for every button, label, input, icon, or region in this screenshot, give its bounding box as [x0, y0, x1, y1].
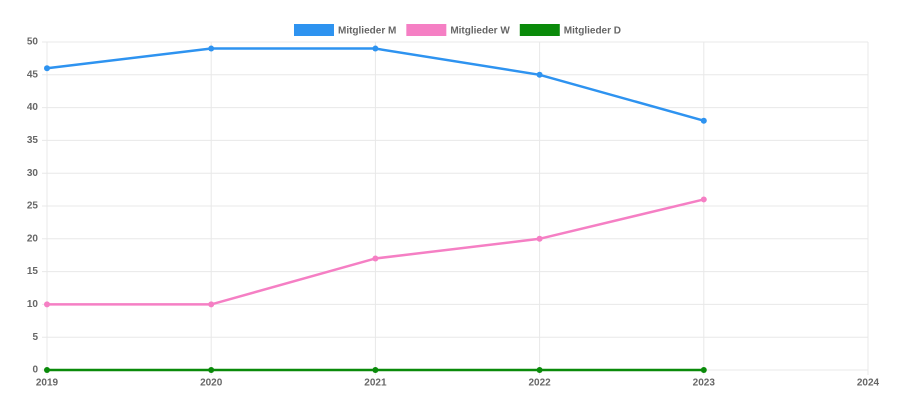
data-point: [372, 367, 379, 373]
data-point: [700, 117, 707, 124]
legend-label[interactable]: Mitglieder W: [450, 26, 510, 37]
data-point: [536, 367, 543, 373]
y-tick-label: 5: [32, 332, 38, 343]
y-tick-label: 0: [32, 365, 38, 376]
legend-label[interactable]: Mitglieder M: [338, 26, 396, 37]
x-tick-label: 2023: [693, 378, 716, 389]
y-tick-label: 20: [27, 233, 39, 244]
data-point: [208, 301, 215, 308]
y-tick-label: 35: [27, 135, 39, 146]
data-point: [44, 301, 50, 308]
x-tick-label: 2021: [364, 378, 387, 389]
data-point: [700, 196, 707, 203]
y-tick-label: 30: [27, 168, 39, 179]
data-point: [44, 367, 50, 373]
data-point: [536, 71, 543, 78]
data-point: [44, 65, 50, 72]
y-tick-label: 50: [27, 37, 39, 48]
y-tick-label: 15: [27, 266, 39, 277]
y-tick-label: 10: [27, 299, 39, 310]
x-tick-label: 2020: [200, 378, 223, 389]
data-point: [372, 255, 379, 262]
legend-swatch[interactable]: [406, 24, 447, 36]
x-tick-label: 2019: [36, 378, 59, 389]
x-tick-label: 2022: [528, 378, 551, 389]
legend-swatch[interactable]: [519, 24, 560, 36]
y-tick-label: 45: [27, 69, 39, 80]
data-point: [208, 45, 215, 52]
y-tick-label: 25: [27, 201, 39, 212]
legend-swatch[interactable]: [293, 24, 334, 36]
data-point: [372, 45, 379, 52]
data-point: [536, 235, 543, 242]
y-tick-label: 40: [27, 102, 39, 113]
data-point: [208, 367, 215, 373]
legend-label[interactable]: Mitglieder D: [564, 26, 621, 37]
data-point: [700, 367, 707, 373]
x-tick-label: 2024: [857, 378, 880, 389]
